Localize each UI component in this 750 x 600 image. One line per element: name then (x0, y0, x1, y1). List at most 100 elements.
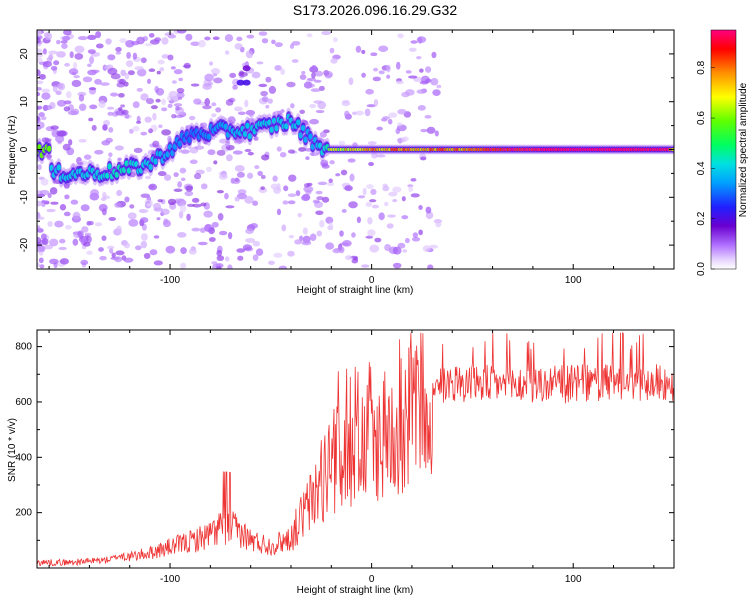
noise-blob (378, 45, 389, 52)
noise-blob (119, 78, 127, 85)
noise-blob (119, 38, 127, 44)
noise-blob (245, 237, 256, 243)
noise-blob (260, 174, 266, 180)
noise-blob (153, 260, 163, 266)
noise-blob (69, 51, 74, 59)
noise-blob (171, 114, 177, 119)
noise-blob (211, 221, 219, 228)
noise-blob (148, 68, 156, 73)
noise-blob (177, 96, 183, 100)
ridge-core (104, 172, 110, 179)
noise-blob (95, 31, 102, 39)
noise-blob (411, 237, 421, 242)
noise-blob (216, 255, 225, 262)
noise-blob (371, 204, 379, 209)
noise-blob (192, 203, 202, 208)
noise-blob (145, 97, 154, 105)
snr-frame (36, 329, 675, 569)
noise-blob (410, 177, 417, 182)
colorbar-ticks (711, 67, 715, 270)
ridge-core (165, 151, 170, 158)
colorbar-gradient (710, 29, 737, 270)
noise-blob (382, 185, 390, 192)
noise-blob (132, 101, 140, 109)
noise-blob (37, 91, 41, 97)
noise-blob (287, 250, 295, 257)
noise-blob (41, 88, 51, 93)
noise-blob (74, 45, 85, 54)
noise-blob (246, 34, 255, 39)
noise-blob (303, 185, 314, 193)
noise-blob (417, 105, 426, 111)
noise-blob (388, 112, 398, 118)
noise-blob (67, 110, 78, 116)
noise-blob (156, 70, 161, 75)
colorbar-tick-label: 0.2 (696, 211, 707, 225)
noise-blob (91, 124, 97, 131)
noise-blob (139, 209, 146, 213)
snr-series-line (37, 331, 674, 567)
noise-blob (274, 42, 283, 48)
noise-blob (101, 140, 111, 146)
ridge-core (37, 144, 42, 151)
ridge-core (158, 150, 163, 158)
colorbar-tick-label: 0.0 (696, 262, 707, 276)
noise-blob (356, 216, 361, 224)
noise-blob (280, 68, 285, 75)
noise-blob (82, 76, 93, 83)
noise-blob (370, 188, 377, 195)
noise-blob (135, 120, 142, 125)
noise-blob (126, 51, 131, 59)
noise-blob (188, 248, 197, 255)
noise-blob (186, 213, 191, 221)
x-tick-label: 0 (369, 275, 375, 286)
snr-background (37, 330, 674, 568)
y-tick-label: 20 (19, 48, 30, 60)
noise-blob (106, 106, 115, 110)
noise-blob (216, 189, 224, 194)
noise-blob (91, 69, 100, 74)
noise-blob (197, 241, 208, 246)
ridge-core (46, 145, 52, 152)
noise-blob (89, 104, 98, 110)
noise-blob (364, 108, 371, 117)
noise-blob (80, 204, 90, 212)
noise-blob (173, 69, 183, 75)
noise-blob (100, 197, 107, 202)
noise-blob (204, 98, 211, 106)
noise-blob (370, 52, 378, 57)
noise-blob (168, 90, 178, 99)
noise-blob (397, 33, 404, 39)
noise-blob (85, 235, 92, 244)
colorbar: 0.0 0.2 0.4 0.6 0.8 Normalized spectral … (696, 29, 749, 276)
noise-blob (348, 201, 358, 209)
noise-blob (289, 43, 295, 49)
noise-blob (84, 232, 92, 236)
noise-blob (37, 106, 42, 111)
noise-blob (279, 151, 287, 158)
noise-blob (301, 240, 312, 246)
noise-blob (306, 83, 315, 88)
noise-blob (140, 233, 148, 241)
noise-blob (157, 199, 163, 203)
noise-blob (401, 196, 406, 202)
ridge-core (223, 123, 228, 130)
noise-blob (317, 181, 328, 186)
noise-blob (164, 32, 175, 37)
noise-blob (129, 204, 135, 209)
noise-blob (46, 208, 56, 213)
noise-blob (106, 245, 115, 250)
noise-blob (316, 230, 323, 237)
noise-blob (321, 30, 332, 36)
y-tick-label: 800 (15, 342, 32, 353)
noise-blob (232, 150, 243, 155)
noise-blob (158, 124, 163, 128)
noise-blob (56, 83, 64, 89)
noise-blob (267, 98, 273, 104)
noise-blob (37, 200, 43, 207)
ridge-core (187, 136, 192, 144)
noise-blob (268, 260, 275, 265)
noise-blob (208, 237, 216, 242)
noise-blob (397, 242, 406, 249)
